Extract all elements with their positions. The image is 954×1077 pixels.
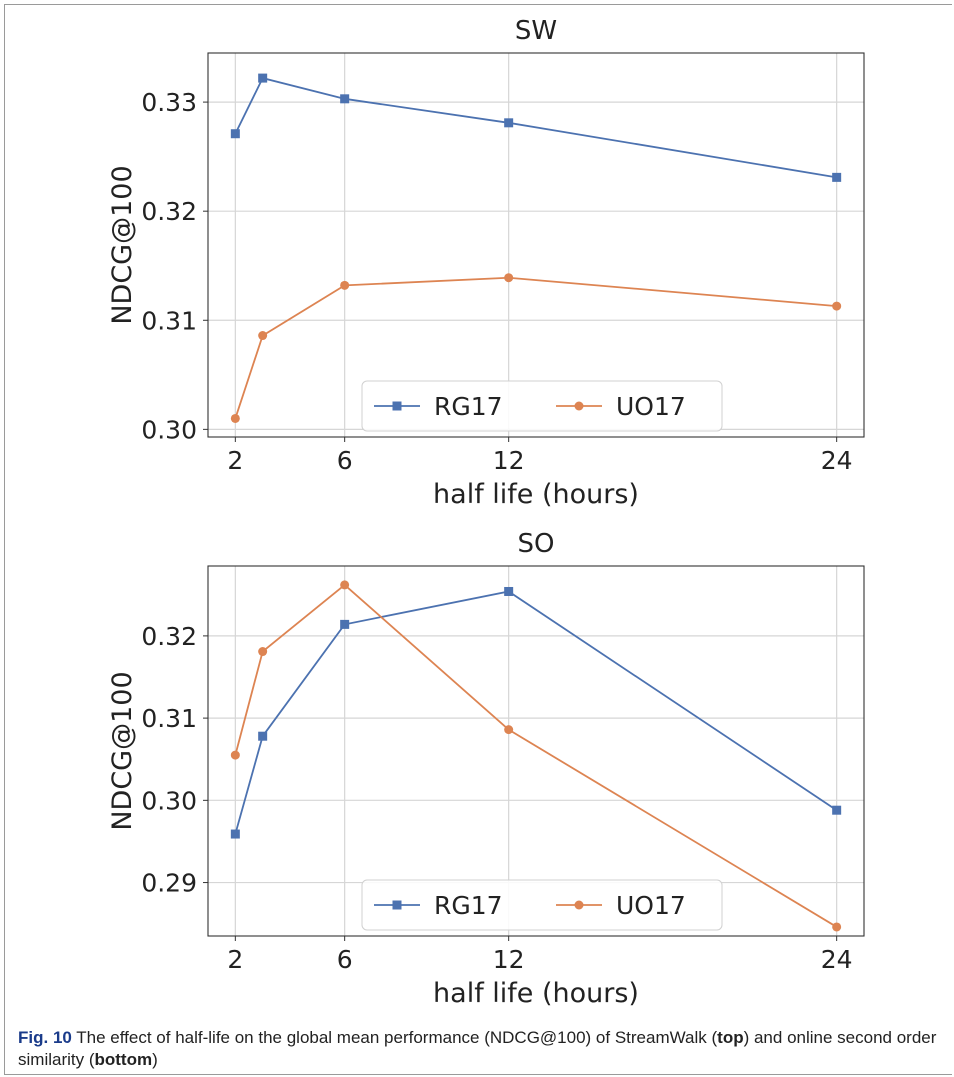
- data-point-uo17: [832, 922, 842, 932]
- data-point-uo17: [832, 301, 842, 311]
- x-tick-label: 24: [821, 945, 853, 974]
- chart-so: 2 6 12 24 0.29 0.30 0.31 0.32 SO half life (hours…: [107, 529, 865, 1009]
- y-tick-label: 0.31: [141, 704, 197, 733]
- legend-label: RG17: [434, 891, 503, 920]
- data-point-rg17: [832, 172, 842, 182]
- y-tick-label: 0.30: [141, 786, 197, 815]
- chart-title: SO: [518, 529, 555, 559]
- legend-marker-circle: [574, 900, 584, 910]
- data-point-uo17: [230, 750, 240, 760]
- y-tick-label: 0.32: [141, 197, 197, 226]
- series-line-rg17: [234, 77, 837, 179]
- data-point-uo17: [258, 647, 268, 657]
- data-point-uo17: [258, 331, 268, 341]
- figure-caption: Fig. 10 The effect of half-life on the g…: [18, 1027, 943, 1071]
- x-tick-label: 2: [227, 945, 243, 974]
- y-tick-label: 0.31: [141, 306, 197, 335]
- data-point-uo17: [504, 725, 514, 735]
- data-point-rg17: [340, 94, 350, 104]
- data-point-rg17: [258, 73, 268, 83]
- y-axis-label: NDCG@100: [107, 165, 138, 324]
- chart-legend: RG17 UO17: [361, 380, 723, 432]
- data-point-rg17: [230, 129, 240, 139]
- plot-frame: [207, 565, 865, 937]
- legend-label: UO17: [616, 891, 686, 920]
- legend-box: [361, 380, 723, 432]
- caption-bold-top: top: [717, 1028, 744, 1047]
- data-point-rg17: [832, 805, 842, 815]
- caption-bold-bottom: bottom: [94, 1050, 153, 1069]
- y-tick-label: 0.30: [141, 415, 197, 444]
- plot-frame: [207, 52, 865, 438]
- data-point-rg17: [258, 731, 268, 741]
- legend-label: UO17: [616, 392, 686, 421]
- caption-text-1: The effect of half-life on the global me…: [76, 1028, 718, 1047]
- chart-panel-sw: 2 6 12 24 0.30 0.31 0.32 0.33 SW half life (hours…: [0, 0, 954, 510]
- legend-marker-square: [392, 401, 402, 411]
- data-point-uo17: [230, 413, 240, 423]
- legend-label: RG17: [434, 392, 503, 421]
- x-axis-label: half life (hours): [433, 479, 639, 510]
- chart-sw: 2 6 12 24 0.30 0.31 0.32 0.33 SW half life (hours…: [107, 16, 865, 510]
- x-tick-label: 12: [493, 446, 525, 475]
- series-line-rg17: [234, 590, 838, 835]
- x-tick-label: 6: [337, 945, 353, 974]
- x-tick-label: 6: [337, 446, 353, 475]
- chart-title: SW: [515, 16, 557, 46]
- figure-frame: [4, 4, 952, 1075]
- y-axis-label: NDCG@100: [107, 671, 138, 830]
- data-point-rg17: [340, 619, 350, 629]
- data-point-rg17: [504, 118, 514, 128]
- chart-panel-so: 2 6 12 24 0.29 0.30 0.31 0.32 SO half life (hours…: [0, 515, 954, 1015]
- legend-marker-square: [392, 900, 402, 910]
- y-tick-label: 0.29: [141, 869, 197, 898]
- data-point-uo17: [504, 273, 514, 283]
- caption-text-3: ): [152, 1050, 158, 1069]
- x-tick-label: 2: [227, 446, 243, 475]
- data-point-uo17: [340, 580, 350, 590]
- legend-box: [361, 879, 723, 931]
- data-point-rg17: [504, 586, 514, 596]
- y-tick-label: 0.33: [141, 88, 197, 117]
- x-tick-label: 24: [821, 446, 853, 475]
- figure-label: Fig. 10: [18, 1028, 72, 1047]
- data-point-rg17: [230, 829, 240, 839]
- legend-marker-circle: [574, 401, 584, 411]
- chart-legend: RG17 UO17: [361, 879, 723, 931]
- data-point-uo17: [340, 280, 350, 290]
- caption-text-2: ) and online second order similarity (: [18, 1028, 937, 1069]
- x-tick-label: 12: [493, 945, 525, 974]
- y-tick-label: 0.32: [141, 622, 197, 651]
- x-axis-label: half life (hours): [433, 978, 639, 1009]
